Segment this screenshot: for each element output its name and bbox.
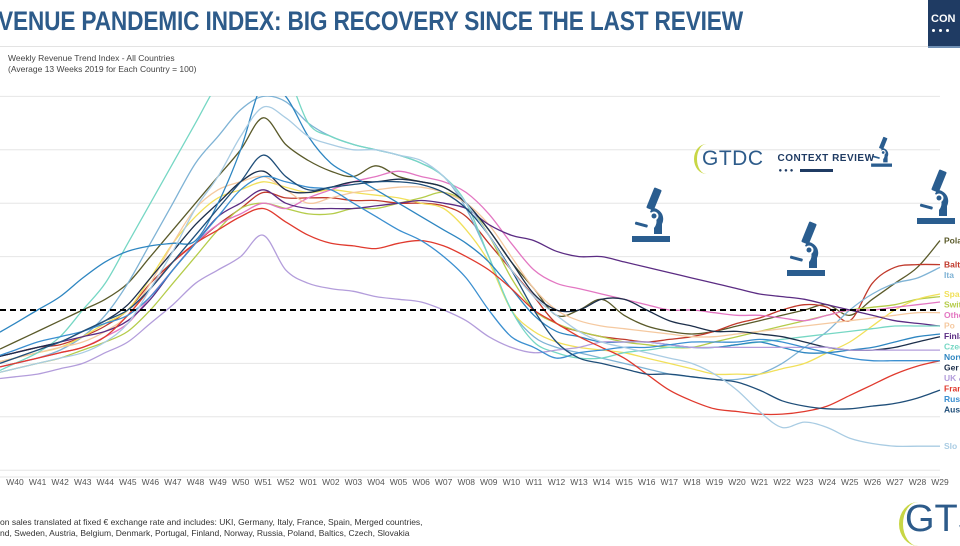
x-tick-label: W50 [232, 477, 250, 487]
series-end-labels: Pola BalticIta SpaSwitzOthePoFinlaCzechNor… [944, 236, 960, 452]
series-end-label: Czech [944, 342, 960, 352]
x-tick-label: W42 [51, 477, 69, 487]
review-word: REVIEW [832, 153, 875, 164]
corner-badge: CON [928, 0, 960, 46]
series-line-9 [0, 170, 941, 357]
gtdc-context-review-logo: GTDC CONTEXT REVIEW ●●● [694, 144, 875, 174]
x-tick-label: W07 [435, 477, 453, 487]
microscope-icon [917, 169, 955, 224]
series-end-label: Finla [944, 331, 960, 341]
series-end-label: Othe [944, 310, 960, 320]
x-tick-label: W01 [300, 477, 318, 487]
x-tick-label: W21 [751, 477, 769, 487]
chart-subtitle: (Average 13 Weeks 2019 for Each Country … [8, 64, 197, 74]
context-word: CONTEXT [777, 153, 829, 164]
x-tick-label: W14 [593, 477, 611, 487]
x-tick-label: W26 [864, 477, 882, 487]
x-tick-label: W05 [390, 477, 408, 487]
x-tick-label: W15 [615, 477, 633, 487]
x-tick-label: W11 [525, 477, 542, 487]
x-tick-label: W47 [164, 477, 182, 487]
microscope-icon [632, 187, 670, 242]
x-tick-label: W51 [254, 477, 272, 487]
x-tick-label: W46 [142, 477, 160, 487]
x-tick-label: W28 [909, 477, 927, 487]
x-tick-label: W09 [480, 477, 498, 487]
gridlines [0, 95, 940, 478]
x-tick-label: W52 [277, 477, 295, 487]
x-tick-label: W48 [187, 477, 205, 487]
x-tick-label: W10 [503, 477, 521, 487]
series-end-label: Spa [944, 289, 960, 299]
series-line-13 [0, 175, 940, 362]
dots-icon: ●●● [778, 168, 796, 174]
chart-title: Weekly Revenue Trend Index - All Countri… [8, 53, 175, 63]
x-tick-label: W49 [209, 477, 227, 487]
x-tick-label: W19 [706, 477, 724, 487]
series-end-label: France [944, 384, 960, 394]
x-tick-label: W08 [457, 477, 475, 487]
footnote-line: on sales translated at fixed € exchange … [0, 517, 423, 527]
x-tick-label: W02 [322, 477, 340, 487]
series-end-label: Russ [944, 394, 960, 404]
series-end-label: Baltic [944, 260, 960, 270]
x-tick-label: W29 [931, 477, 949, 487]
x-tick-label: W24 [818, 477, 836, 487]
series-line-11 [0, 234, 940, 380]
gtdc-logo-bottom: GT5 [899, 498, 960, 546]
gtdc-logo-text: GTDC [694, 144, 764, 174]
x-tick-label: W13 [570, 477, 588, 487]
series-end-label: Ita [944, 270, 954, 280]
bar-icon [799, 169, 833, 172]
series-end-label: UK & [944, 373, 960, 383]
x-tick-label: W44 [97, 477, 115, 487]
dot-icon [939, 29, 942, 32]
x-tick-label: W23 [796, 477, 814, 487]
x-tick-label: W12 [548, 477, 566, 487]
context-review-text: CONTEXT REVIEW ●●● [777, 153, 875, 174]
series-end-label: Norw [944, 352, 960, 362]
x-tick-label: W45 [119, 477, 137, 487]
dot-icon [932, 29, 935, 32]
x-tick-label: W43 [74, 477, 92, 487]
series-end-label: Ger [944, 363, 959, 373]
series-end-label: Slo [944, 441, 957, 451]
x-tick-label: W22 [773, 477, 791, 487]
x-tick-label: W41 [29, 477, 47, 487]
x-tick-label: W16 [638, 477, 656, 487]
series-end-label: Aus [944, 405, 960, 415]
series-lines [0, 96, 941, 448]
footnote: on sales translated at fixed € exchange … [0, 517, 423, 539]
series-end-label: Po [944, 321, 955, 331]
microscope-icon [787, 221, 825, 276]
x-tick-label: W06 [412, 477, 430, 487]
x-tick-label: W18 [683, 477, 701, 487]
x-tick-label: W40 [6, 477, 24, 487]
x-axis-labels: W40 W41 W42 W43 W44 W45 W46 W47 W48 W49 W50 W51 W52 W… [6, 477, 949, 487]
x-tick-label: W03 [345, 477, 363, 487]
dot-icon [946, 29, 949, 32]
slide-title: VENUE PANDEMIC INDEX: BIG RECOVERY SINCE… [0, 6, 744, 36]
series-end-label: Pola [944, 236, 960, 246]
series-line-15 [0, 105, 940, 448]
series-end-label: Switz [944, 300, 960, 310]
x-tick-label: W17 [661, 477, 679, 487]
x-tick-label: W20 [728, 477, 746, 487]
x-tick-label: W27 [886, 477, 904, 487]
corner-badge-text: CON [931, 13, 956, 25]
title-divider [0, 46, 928, 47]
chart-subtitle-block: Weekly Revenue Trend Index - All Countri… [8, 53, 196, 75]
footnote-line: nd, Sweden, Austria, Belgium, Denmark, P… [0, 528, 410, 538]
x-tick-label: W04 [367, 477, 385, 487]
x-tick-label: W25 [841, 477, 859, 487]
